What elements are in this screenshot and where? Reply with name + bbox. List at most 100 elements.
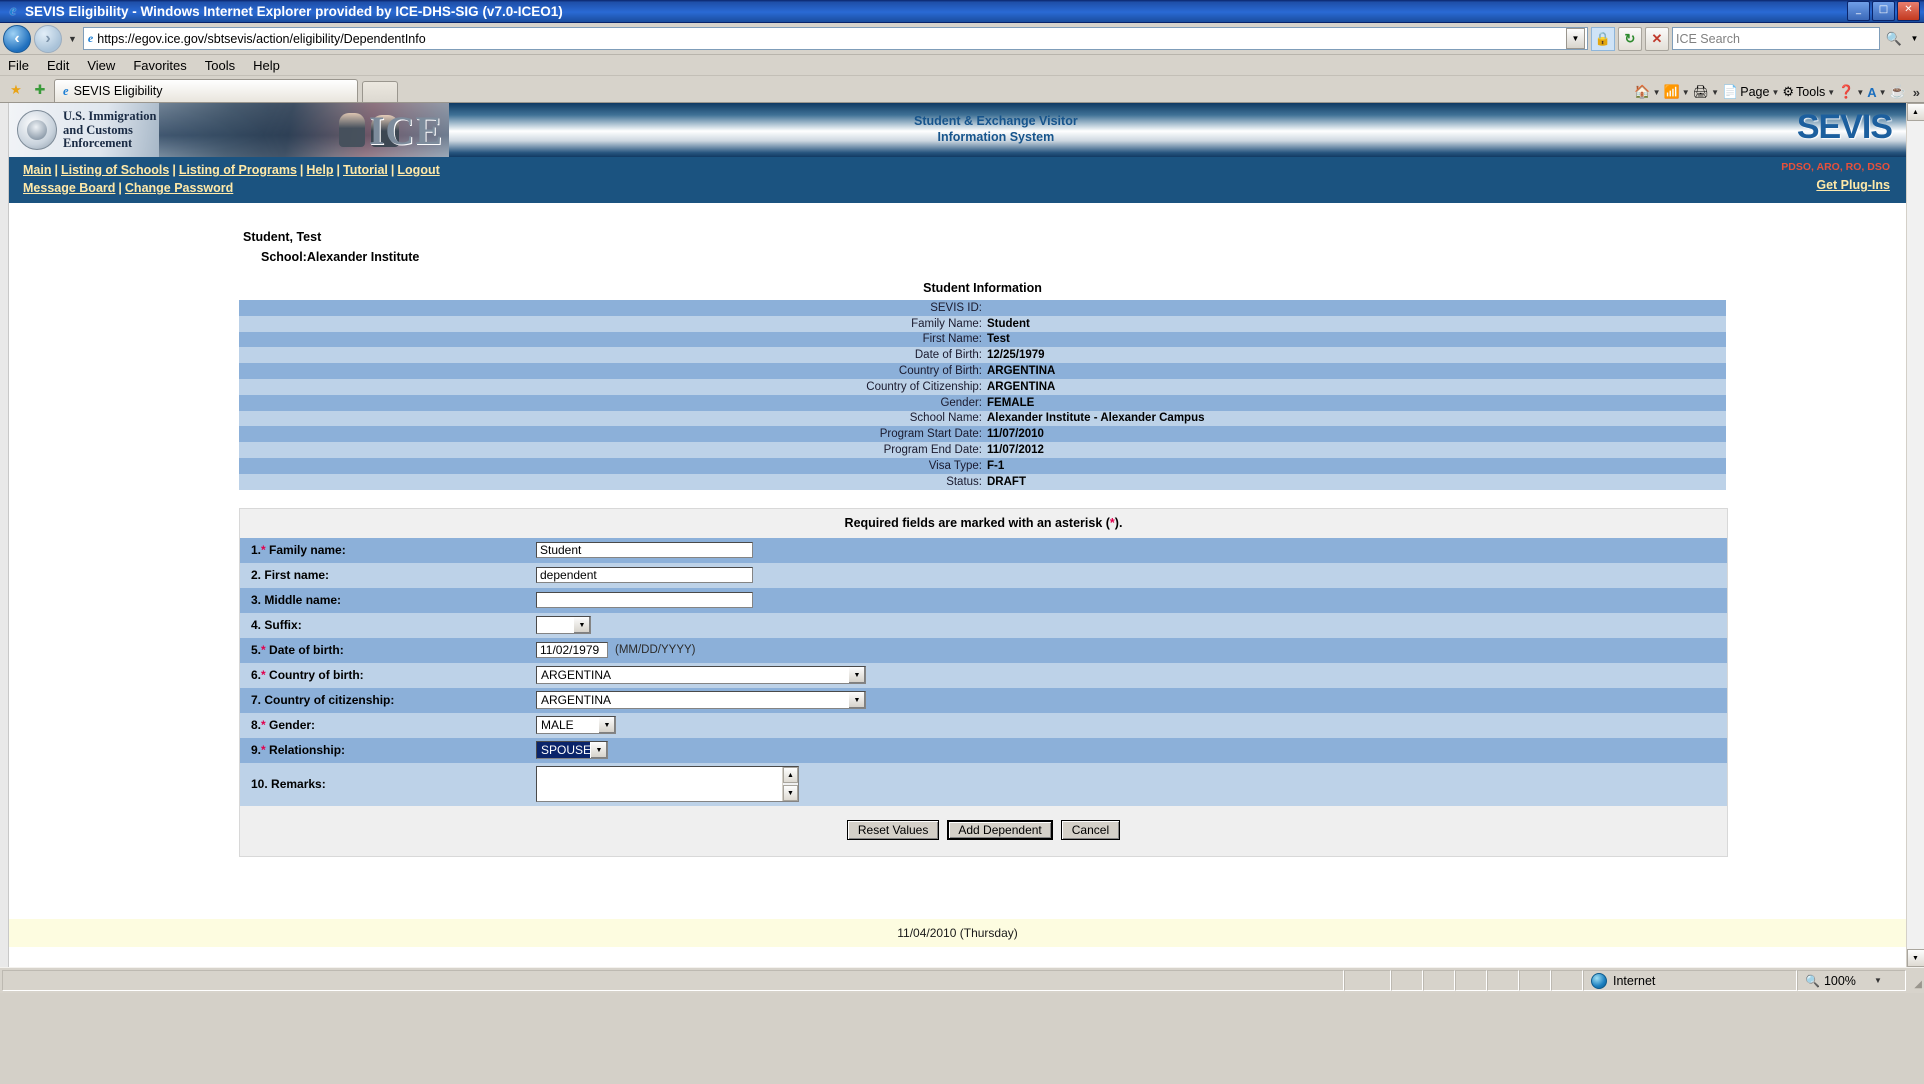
nav-link-help[interactable]: Help [306,163,334,177]
add-favorite-icon[interactable]: ✚ [34,82,46,97]
reset-values-button[interactable]: Reset Values [846,819,940,840]
form-row-first-name: 2. First name: [240,562,1727,588]
chevron-down-icon[interactable]: ▼ [573,617,590,634]
zoom-dropdown-icon[interactable]: ▼ [1873,976,1882,985]
main-content: Student, Test School:Alexander Institute… [9,203,1906,947]
nav-link-listing-of-programs[interactable]: Listing of Programs [178,163,297,177]
tools-menu-button[interactable]: ⚙ Tools ▼ [1782,84,1836,99]
window-title-bar: e SEVIS Eligibility - Windows Internet E… [0,0,1924,23]
info-value: F-1 [987,459,1005,472]
nav-link-message-board[interactable]: Message Board [23,181,116,195]
chevron-down-icon[interactable]: ▼ [848,667,865,684]
menu-item-tools[interactable]: Tools [204,57,236,73]
scroll-up-icon[interactable]: ▲ [783,767,798,784]
suffix-value [537,617,573,633]
label-family-name: 1.* Family name: [240,543,536,557]
url-text: https://egov.ice.gov/sbtsevis/action/eli… [97,31,426,46]
text-size-button[interactable]: A ▼ [1867,84,1887,100]
nav-link-listing-of-schools[interactable]: Listing of Schools [60,163,170,177]
remarks-textarea[interactable]: ▲ ▼ [536,766,799,803]
globe-icon [1591,972,1607,989]
status-cell [1344,970,1391,991]
info-row: Family Name: Student [239,315,1726,332]
country-of-citizenship-select[interactable]: ARGENTINA ▼ [536,691,866,710]
date-of-birth-input[interactable] [536,642,608,659]
info-value: Test [987,333,1010,346]
favorites-star-icon[interactable]: ★ [10,82,22,97]
country-of-birth-select[interactable]: ARGENTINA ▼ [536,666,866,685]
menu-item-help[interactable]: Help [253,57,280,73]
menu-item-edit[interactable]: Edit [46,57,70,73]
menu-item-view[interactable]: View [87,57,116,73]
print-button[interactable]: 🖨 ▼ [1692,84,1720,99]
info-label: Family Name: [911,317,982,330]
nav-link-change-password[interactable]: Change Password [124,181,234,195]
add-dependent-button[interactable]: Add Dependent [947,819,1053,840]
search-input[interactable]: ICE Search [1672,27,1880,50]
close-button[interactable]: ✕ [1897,1,1920,21]
remarks-text[interactable] [537,767,782,802]
back-arrow-icon[interactable]: ‹ [3,24,31,53]
stop-icon[interactable]: ✕ [1645,26,1669,51]
gender-select[interactable]: MALE ▼ [536,716,616,735]
info-row: Date of Birth: 12/25/1979 [239,347,1726,364]
lock-icon[interactable]: 🔒 [1591,26,1615,51]
country-of-birth-value: ARGENTINA [541,668,612,683]
safety-button[interactable]: ☕ [1889,84,1906,99]
search-provider-dropdown-icon[interactable]: ▼ [1910,34,1919,43]
browser-tab-sevis-eligibility[interactable]: e SEVIS Eligibility [54,79,358,102]
zoom-indicator[interactable]: 🔍 100% ▼ [1797,970,1906,991]
scroll-down-icon[interactable]: ▼ [1906,949,1924,967]
chevron-down-icon[interactable]: ▼ [590,742,607,759]
forward-arrow-icon[interactable]: › [34,24,62,53]
info-row: SEVIS ID: [239,300,1726,316]
minimize-button[interactable]: _ [1847,1,1870,21]
new-tab-button[interactable] [362,81,398,102]
nav-link-main[interactable]: Main [23,163,52,177]
home-button[interactable]: 🏠 ▼ [1634,84,1661,99]
form-row-suffix: 4. Suffix: ▼ [240,612,1727,638]
field-label-text: Middle name: [264,593,342,608]
refresh-icon[interactable]: ↻ [1618,26,1642,51]
chevron-down-icon[interactable]: ▼ [848,692,865,709]
info-label: First Name: [922,333,982,346]
url-history-dropdown-icon[interactable]: ▼ [1566,28,1585,49]
maximize-button[interactable]: □ [1872,1,1895,21]
field-number: 5. [251,643,262,658]
menu-item-favorites[interactable]: Favorites [133,57,187,73]
nav-link-logout[interactable]: Logout [397,163,440,177]
resize-grip-icon[interactable]: ◢ [1914,979,1922,990]
status-cell [1423,970,1455,991]
relationship-select[interactable]: SPOUSE ▼ [536,741,608,760]
info-label: Date of Birth: [914,349,982,362]
nav-row-primary: Main | Listing of Schools | Listing of Progr… [9,161,1906,179]
search-icon[interactable]: 🔍 [1885,30,1903,46]
menu-item-file[interactable]: File [8,57,29,73]
suffix-select[interactable]: ▼ [536,616,591,635]
feeds-button[interactable]: 📶 ▼ [1663,84,1690,99]
url-input[interactable]: e https://egov.ice.gov/sbtsevis/action/e… [82,27,1588,50]
get-plugins-link[interactable]: Get Plug-Ins [1816,178,1890,192]
page-menu-button[interactable]: 📄 Page ▼ [1722,84,1780,99]
recent-pages-dropdown-icon[interactable]: ▼ [68,33,77,44]
middle-name-input[interactable] [536,592,753,609]
first-name-input[interactable] [536,567,753,584]
tab-favicon-icon: e [63,83,69,98]
scroll-down-icon[interactable]: ▼ [783,785,798,802]
scroll-up-icon[interactable]: ▲ [1906,103,1924,121]
page-scrollbar[interactable]: ▲ ▼ [1906,103,1924,967]
tools-menu-label: Tools [1796,85,1826,99]
footer-date: 11/04/2010 (Thursday) [9,918,1906,947]
label-country-of-birth: 6.* Country of birth: [240,668,536,682]
security-zone-indicator[interactable]: Internet [1583,970,1797,991]
status-cell [1391,970,1423,991]
help-button[interactable]: ❓ ▼ [1838,84,1865,99]
chevron-down-icon[interactable]: ▼ [598,717,615,734]
family-name-input[interactable] [536,542,753,559]
tab-bar: ★ ✚ e SEVIS Eligibility 🏠 ▼ 📶 ▼ 🖨 ▼ 📄 Page ▼ … [0,76,1924,103]
info-label: Status: [946,475,982,488]
nav-link-tutorial[interactable]: Tutorial [343,163,388,177]
remarks-scrollbar[interactable]: ▲ ▼ [782,767,798,802]
cancel-button[interactable]: Cancel [1060,819,1121,840]
overflow-icon[interactable]: » [1912,84,1920,100]
